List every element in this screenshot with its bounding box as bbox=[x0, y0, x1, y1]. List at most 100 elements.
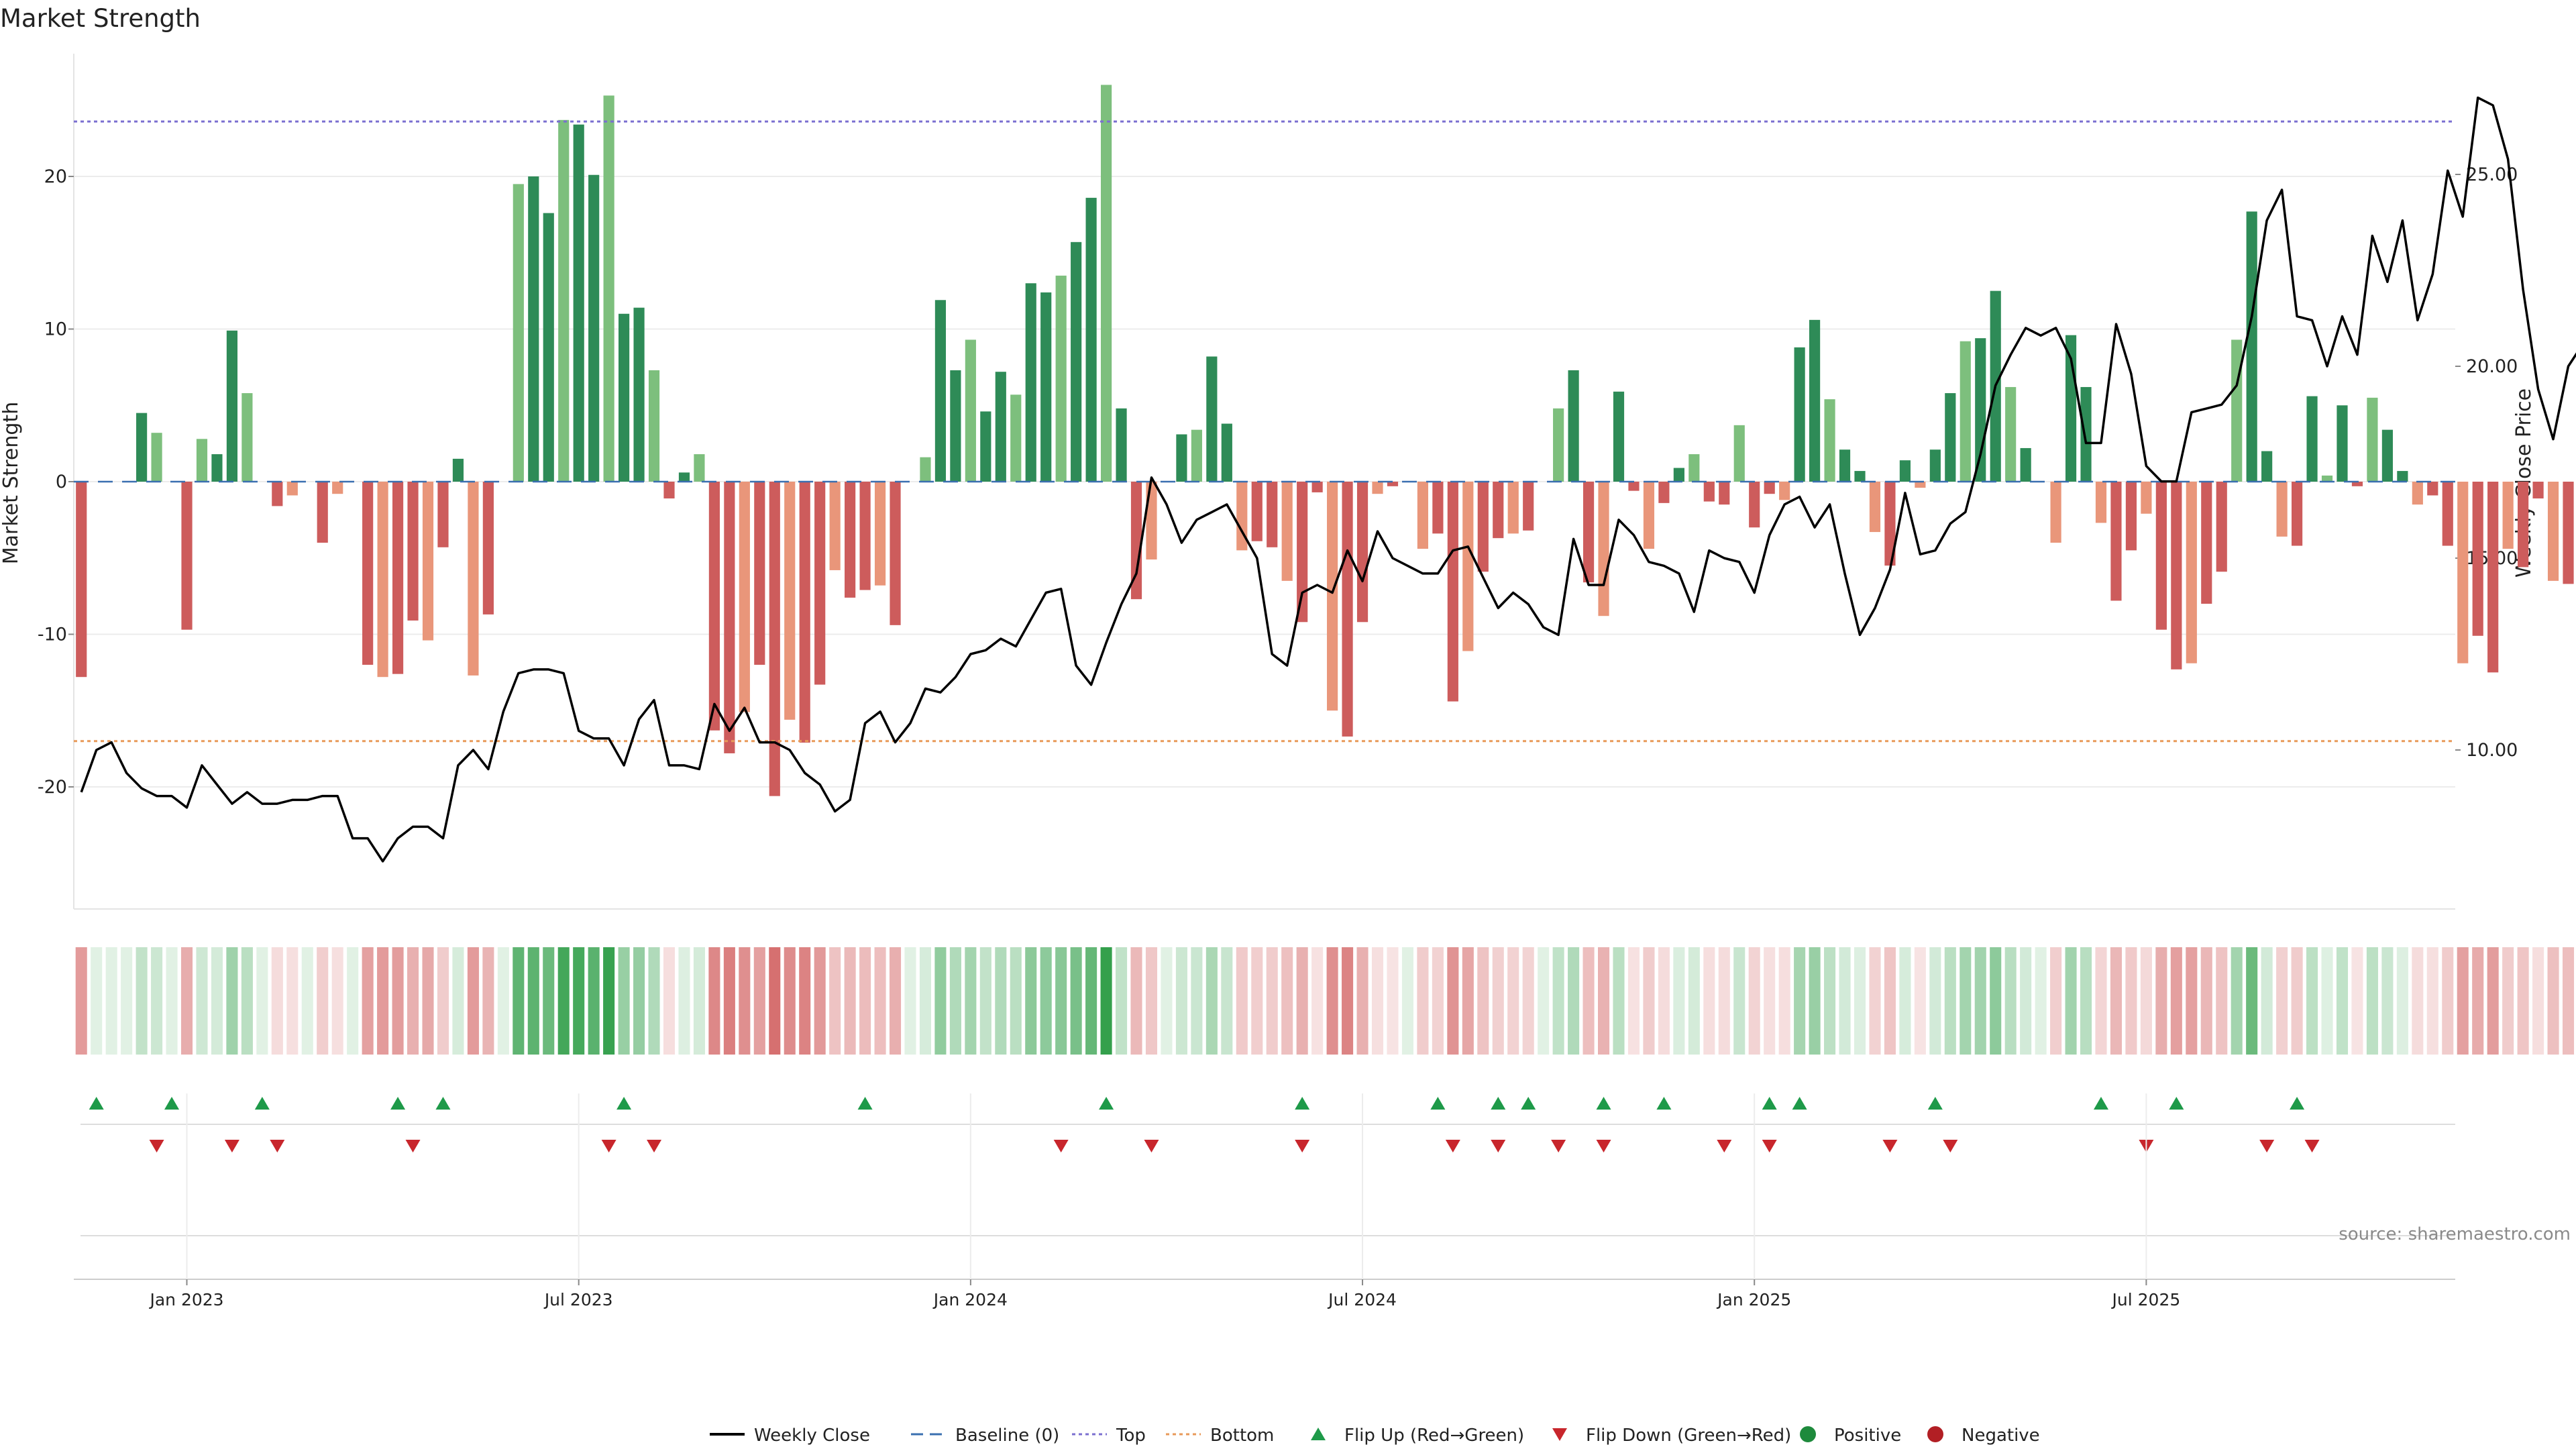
left-tick-label: -10 bbox=[38, 625, 67, 645]
flip-down-marker bbox=[224, 1140, 239, 1152]
strength-bar bbox=[1598, 482, 1609, 616]
legend-item: Weekly Close bbox=[710, 1426, 870, 1446]
flip-down-marker bbox=[1762, 1140, 1777, 1152]
left-tick-label: 10 bbox=[44, 319, 67, 340]
heat-cell bbox=[1085, 947, 1097, 1055]
weekly-close-line bbox=[80, 96, 2576, 863]
heat-cell bbox=[1824, 947, 1836, 1055]
strength-bar bbox=[2095, 482, 2107, 523]
heat-cell bbox=[1266, 947, 1278, 1055]
heat-cell bbox=[1432, 947, 1444, 1055]
strength-bar bbox=[2367, 397, 2378, 482]
strength-bar bbox=[1311, 482, 1323, 492]
heat-cell bbox=[2366, 947, 2378, 1055]
heat-cell bbox=[1116, 947, 1128, 1055]
strength-bar bbox=[2532, 482, 2544, 499]
heat-cell bbox=[739, 947, 751, 1055]
heat-cell bbox=[2502, 947, 2514, 1055]
strength-bar bbox=[468, 482, 479, 676]
strength-bar bbox=[2216, 482, 2227, 572]
x-tick-label: Jul 2023 bbox=[543, 1290, 613, 1309]
heat-cell bbox=[1311, 947, 1324, 1055]
heat-cell bbox=[2291, 947, 2303, 1055]
legend-item: Top bbox=[1072, 1426, 1146, 1446]
strength-bar bbox=[513, 184, 524, 482]
strength-bar bbox=[1432, 482, 1444, 534]
heat-cell bbox=[784, 947, 796, 1055]
heat-cell bbox=[889, 947, 902, 1055]
strength-bar bbox=[1297, 482, 1308, 623]
heat-cell bbox=[769, 947, 781, 1055]
strength-bar bbox=[422, 482, 434, 641]
heat-cell bbox=[422, 947, 434, 1055]
strength-bar bbox=[1130, 482, 1142, 600]
source-note: source: sharemaestro.com bbox=[2339, 1224, 2571, 1244]
strength-bar bbox=[543, 213, 554, 482]
heat-cell bbox=[1236, 947, 1248, 1055]
heat-cell bbox=[799, 947, 811, 1055]
strength-bar bbox=[588, 174, 600, 482]
strength-bar bbox=[678, 472, 690, 482]
heat-cell bbox=[2035, 947, 2047, 1055]
heat-cell bbox=[2261, 947, 2273, 1055]
strength-bar bbox=[769, 482, 780, 796]
heat-cell bbox=[2487, 947, 2499, 1055]
heat-cell bbox=[1899, 947, 1911, 1055]
strength-bar bbox=[1085, 197, 1097, 482]
strength-bar bbox=[1854, 471, 1866, 482]
strength-bar bbox=[2201, 482, 2212, 604]
left-tick-label: -20 bbox=[38, 777, 67, 798]
heat-cell bbox=[844, 947, 856, 1055]
heat-cell bbox=[1281, 947, 1293, 1055]
heat-cell bbox=[1960, 947, 1972, 1055]
flip-up-marker bbox=[89, 1097, 104, 1110]
strength-bar bbox=[1749, 482, 1760, 528]
heat-cell bbox=[2547, 947, 2559, 1055]
strength-bar bbox=[1915, 482, 1926, 488]
heat-cell bbox=[2125, 947, 2137, 1055]
heat-cell bbox=[2065, 947, 2077, 1055]
heat-cell bbox=[934, 947, 947, 1055]
strength-bar bbox=[1613, 391, 1625, 482]
heat-cell bbox=[1582, 947, 1595, 1055]
heat-cell bbox=[2080, 947, 2092, 1055]
heat-cell bbox=[2155, 947, 2167, 1055]
strength-bar bbox=[2457, 482, 2469, 663]
strength-bar bbox=[799, 482, 810, 743]
strength-bar bbox=[663, 482, 675, 499]
strength-bar bbox=[2155, 482, 2167, 630]
heat-cell bbox=[1025, 947, 1037, 1055]
heat-cell bbox=[1492, 947, 1504, 1055]
strength-bar bbox=[2276, 482, 2288, 537]
strength-bar bbox=[1342, 482, 1353, 737]
legend-label: Flip Up (Red→Green) bbox=[1344, 1426, 1524, 1446]
strength-bar bbox=[2412, 482, 2423, 505]
heat-cell bbox=[708, 947, 720, 1055]
flip-down-marker bbox=[1943, 1140, 1958, 1152]
strength-bar bbox=[2246, 211, 2257, 482]
strength-bar bbox=[934, 300, 947, 482]
heat-cell bbox=[2170, 947, 2182, 1055]
heat-cell bbox=[1522, 947, 1534, 1055]
heat-cell bbox=[2336, 947, 2349, 1055]
strength-bar bbox=[1493, 482, 1504, 539]
heat-cell bbox=[136, 947, 148, 1055]
heat-cell bbox=[678, 947, 690, 1055]
heat-cell bbox=[2426, 947, 2438, 1055]
strength-bar bbox=[2547, 482, 2559, 581]
flip-up-marker bbox=[435, 1097, 451, 1110]
flip-down-marker bbox=[2304, 1140, 2320, 1152]
heat-cell bbox=[1884, 947, 1896, 1055]
heat-cell bbox=[286, 947, 299, 1055]
heat-cell bbox=[2396, 947, 2408, 1055]
heat-cell bbox=[347, 947, 359, 1055]
heat-cell bbox=[2216, 947, 2228, 1055]
strength-bar bbox=[437, 482, 449, 547]
heat-cell bbox=[1070, 947, 1082, 1055]
flip-up-marker bbox=[2093, 1097, 2108, 1110]
strength-bar bbox=[1975, 338, 1986, 482]
strength-bar bbox=[2487, 482, 2499, 673]
strength-bar bbox=[1236, 482, 1248, 551]
heat-cell bbox=[241, 947, 253, 1055]
